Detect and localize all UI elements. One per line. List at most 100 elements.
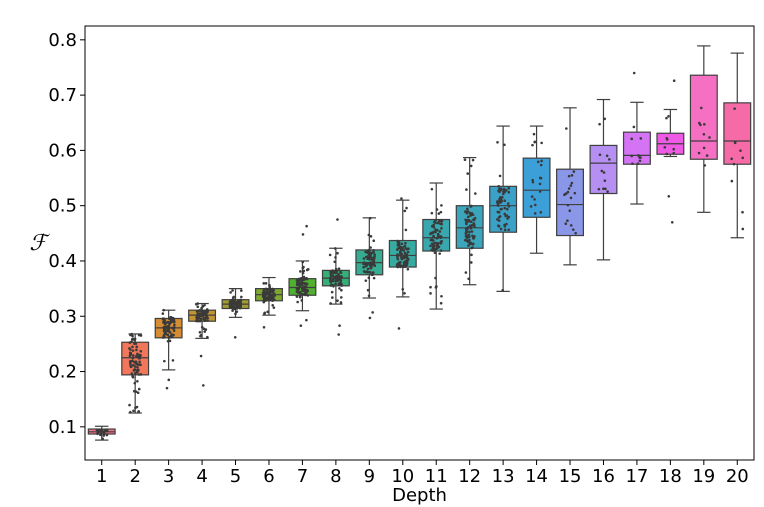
sample-point (532, 132, 536, 136)
points-18 (663, 79, 676, 224)
sample-point (336, 251, 339, 255)
sample-point (539, 163, 543, 167)
sample-point (467, 277, 470, 281)
x-tick-label: 13 (492, 466, 515, 487)
sample-point (632, 125, 636, 129)
sample-point (471, 213, 475, 217)
sample-point (302, 286, 306, 290)
sample-point (405, 263, 409, 266)
sample-point (131, 374, 134, 378)
sample-point (336, 299, 339, 302)
outlier-point (368, 316, 372, 320)
sample-point (329, 274, 333, 278)
outlier-point (338, 324, 341, 327)
sample-point (195, 310, 199, 313)
sample-point (741, 227, 745, 231)
sample-point (272, 288, 275, 292)
sample-point (370, 256, 373, 260)
sample-point (499, 227, 503, 231)
sample-point (440, 219, 444, 223)
points-9 (362, 216, 377, 320)
x-tick-label: 8 (330, 466, 341, 487)
points-8 (328, 218, 344, 336)
points-2 (128, 332, 143, 414)
sample-point (503, 212, 506, 216)
sample-point (435, 208, 439, 211)
sample-point (366, 267, 370, 271)
sample-point (96, 432, 99, 436)
outlier-point (301, 233, 305, 236)
sample-point (98, 430, 102, 433)
sample-point (496, 218, 499, 221)
sample-point (569, 224, 573, 227)
sample-point (397, 243, 401, 247)
y-tick-label: 0.1 (48, 417, 77, 438)
x-tick-label: 18 (659, 466, 682, 487)
sample-point (229, 291, 232, 294)
sample-point (139, 334, 143, 337)
sample-point (336, 276, 339, 279)
sample-point (496, 141, 499, 144)
sample-point (328, 253, 332, 257)
sample-point (262, 295, 265, 298)
sample-point (571, 228, 575, 231)
sample-point (199, 334, 203, 337)
sample-point (303, 282, 307, 285)
sample-point (206, 319, 209, 322)
sample-point (398, 250, 402, 253)
sample-point (639, 156, 642, 159)
sample-point (164, 332, 168, 336)
sample-point (506, 217, 509, 220)
points-7 (295, 224, 310, 327)
sample-point (698, 121, 701, 125)
sample-point (399, 261, 402, 264)
sample-point (303, 292, 307, 296)
sample-point (464, 221, 468, 224)
sample-point (569, 184, 573, 187)
sample-point (298, 291, 301, 294)
sample-point (697, 151, 701, 155)
sample-point (262, 282, 266, 285)
sample-point (130, 372, 134, 375)
sample-point (296, 280, 300, 284)
outlier-point (400, 197, 403, 200)
sample-point (166, 339, 170, 343)
sample-point (439, 249, 443, 252)
sample-point (538, 190, 542, 193)
sample-point (468, 230, 471, 234)
sample-point (699, 106, 703, 110)
sample-point (173, 323, 176, 327)
sample-point (404, 228, 408, 232)
sample-point (602, 171, 606, 174)
sample-point (166, 320, 170, 324)
sample-point (732, 162, 736, 166)
x-tick-label: 16 (592, 466, 615, 487)
sample-point (439, 210, 443, 214)
box-body (556, 168, 585, 237)
sample-point (404, 259, 408, 263)
sample-point (203, 330, 207, 333)
sample-point (472, 223, 476, 227)
y-axis: 0.1 0.2 0.3 0.4 0.5 0.6 0.7 0.8 (48, 30, 85, 438)
sample-point (372, 276, 376, 280)
sample-point (129, 362, 132, 365)
sample-point (234, 312, 237, 316)
sample-point (434, 241, 437, 245)
x-tick-label: 15 (559, 466, 582, 487)
sample-point (464, 234, 468, 238)
sample-point (472, 237, 475, 240)
box-17 (622, 101, 651, 205)
sample-point (129, 333, 132, 337)
sample-point (133, 342, 136, 345)
sample-point (206, 335, 209, 339)
box-body (589, 144, 618, 195)
sample-point (362, 270, 366, 273)
sample-point (372, 239, 376, 243)
outlier-point (632, 71, 636, 75)
sample-point (305, 277, 309, 281)
sample-point (429, 285, 432, 289)
sample-point (166, 324, 169, 328)
points-20 (730, 107, 745, 231)
y-axis-title: ℱ (29, 231, 50, 256)
sample-point (471, 158, 475, 162)
